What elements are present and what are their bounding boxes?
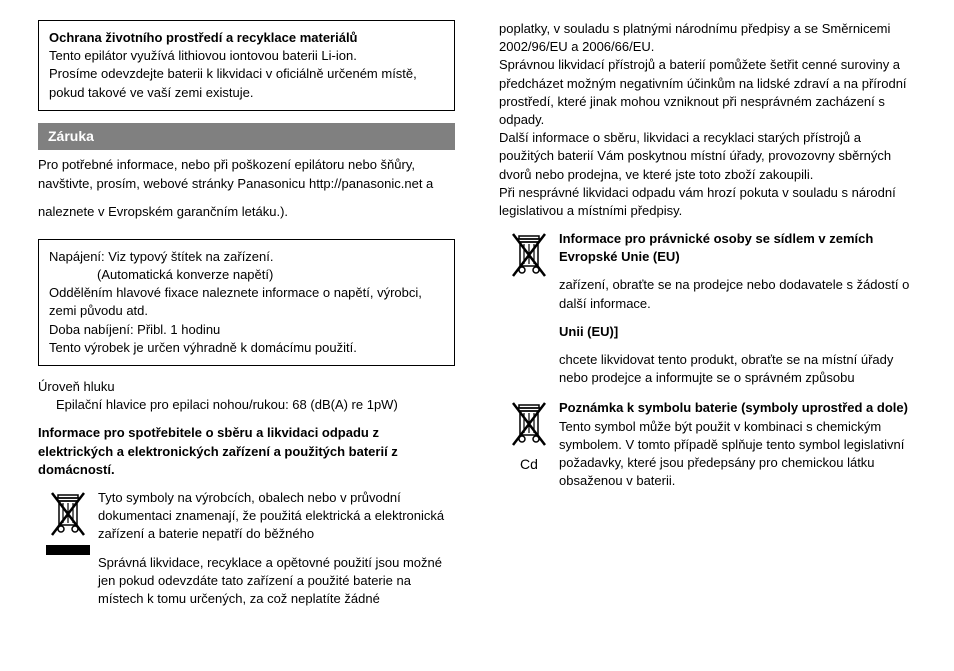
warranty-p2: naleznete v Evropském garančním letáku.)… bbox=[38, 203, 455, 221]
env-title: Ochrana životního prostředí a recyklace … bbox=[49, 29, 444, 47]
battery-block: Cd Poznámka k symbolu baterie (symboly u… bbox=[499, 399, 916, 490]
noise-l2: Epilační hlavice pro epilaci nohou/rukou… bbox=[38, 396, 455, 414]
weee-icon-block: Tyto symboly na výrobcích, obalech nebo … bbox=[38, 489, 455, 608]
battery-body: Tento symbol může být použit v kombinaci… bbox=[559, 418, 916, 491]
noise-l1: Úroveň hluku bbox=[38, 378, 455, 396]
spec-l1: Napájení: Viz typový štítek na zařízení. bbox=[49, 248, 444, 266]
right-p2: Správnou likvidací přístrojů a baterií p… bbox=[499, 56, 916, 129]
eu-text: Informace pro právnické osoby se sídlem … bbox=[559, 230, 916, 313]
cd-label: Cd bbox=[520, 455, 538, 475]
eu-title: Informace pro právnické osoby se sídlem … bbox=[559, 230, 916, 266]
eu-block: Informace pro právnické osoby se sídlem … bbox=[499, 230, 916, 313]
right-p4: Při nesprávné likvidaci odpadu vám hrozí… bbox=[499, 184, 916, 220]
env-box: Ochrana životního prostředí a recyklace … bbox=[38, 20, 455, 111]
weee-p1: Tyto symboly na výrobcích, obalech nebo … bbox=[98, 489, 455, 544]
spec-l5: Tento výrobek je určen výhradně k domácí… bbox=[49, 339, 444, 357]
weee-bar-icon bbox=[46, 545, 90, 555]
battery-text: Poznámka k symbolu baterie (symboly upro… bbox=[559, 399, 916, 490]
unii-title: Unii (EU)] bbox=[559, 323, 916, 341]
right-p1: poplatky, v souladu s platnými národnímu… bbox=[499, 20, 916, 56]
warranty-header: Záruka bbox=[38, 123, 455, 151]
env-line2: Prosíme odevzdejte baterii k likvidaci v… bbox=[49, 65, 444, 101]
env-line1: Tento epilátor využívá lithiovou iontovo… bbox=[49, 47, 444, 65]
eu-icon-col bbox=[499, 230, 559, 284]
spec-l4: Doba nabíjení: Přibl. 1 hodinu bbox=[49, 321, 444, 339]
warranty-p1: Pro potřebné informace, nebo při poškoze… bbox=[38, 156, 455, 192]
unii-block: Unii (EU)] chcete likvidovat tento produ… bbox=[499, 323, 916, 388]
spec-l2: (Automatická konverze napětí) bbox=[49, 266, 444, 284]
crossed-bin-icon bbox=[507, 230, 551, 284]
consumer-info-heading: Informace pro spotřebitele o sběru a lik… bbox=[38, 424, 455, 479]
eu-body: zařízení, obraťte se na prodejce nebo do… bbox=[559, 276, 916, 312]
battery-icon-col: Cd bbox=[499, 399, 559, 475]
crossed-bin-icon bbox=[507, 399, 551, 453]
weee-text: Tyto symboly na výrobcích, obalech nebo … bbox=[98, 489, 455, 608]
right-p3: Další informace o sběru, likvidaci a rec… bbox=[499, 129, 916, 184]
crossed-bin-icon bbox=[46, 489, 90, 543]
unii-body: chcete likvidovat tento produkt, obraťte… bbox=[559, 351, 916, 387]
spec-box: Napájení: Viz typový štítek na zařízení.… bbox=[38, 239, 455, 366]
weee-icon-col bbox=[38, 489, 98, 555]
battery-title: Poznámka k symbolu baterie (symboly upro… bbox=[559, 399, 916, 417]
weee-p2: Správná likvidace, recyklace a opětovné … bbox=[98, 554, 455, 609]
spec-l3: Oddělěním hlavové fixace naleznete infor… bbox=[49, 284, 444, 320]
